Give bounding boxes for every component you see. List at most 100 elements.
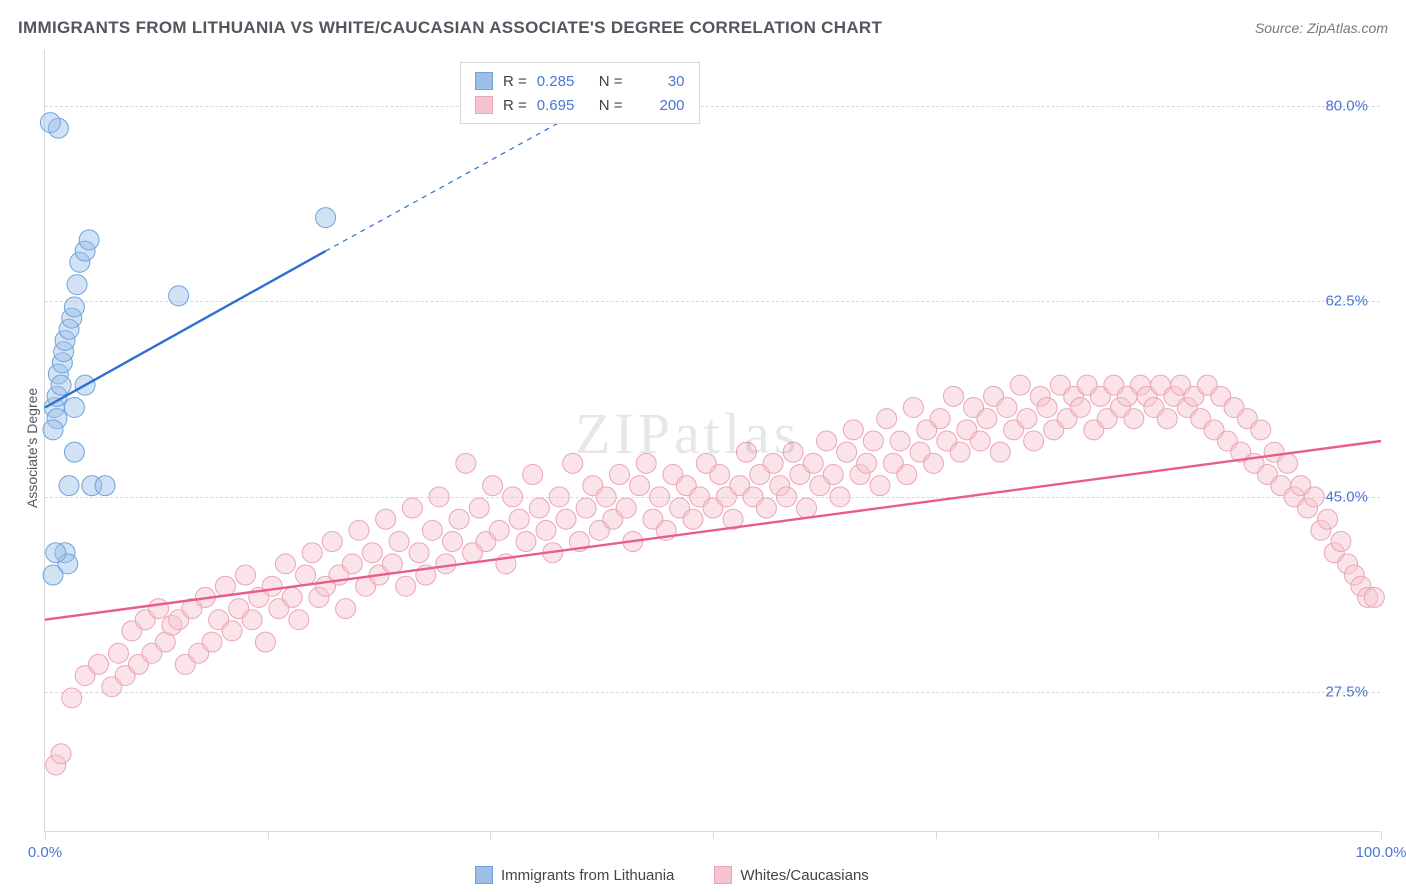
data-point	[64, 297, 84, 317]
chart-header: IMMIGRANTS FROM LITHUANIA VS WHITE/CAUCA…	[18, 18, 1388, 38]
data-point	[483, 476, 503, 496]
data-point	[149, 599, 169, 619]
data-point	[609, 465, 629, 485]
data-point	[756, 498, 776, 518]
data-point	[596, 487, 616, 507]
data-point	[556, 509, 576, 529]
data-point	[817, 431, 837, 451]
data-point	[429, 487, 449, 507]
data-point	[636, 453, 656, 473]
data-point	[710, 465, 730, 485]
data-point	[576, 498, 596, 518]
data-point	[43, 565, 63, 585]
chart-title: IMMIGRANTS FROM LITHUANIA VS WHITE/CAUCA…	[18, 18, 882, 38]
data-point	[536, 520, 556, 540]
data-point	[857, 453, 877, 473]
stat-n-label: N =	[599, 73, 623, 90]
data-point	[1037, 397, 1057, 417]
data-point	[235, 565, 255, 585]
data-point	[422, 520, 442, 540]
data-point	[970, 431, 990, 451]
stats-box: R =0.285N =30R =0.695N =200	[460, 62, 700, 124]
stat-r-value: 0.285	[537, 73, 589, 90]
data-point	[88, 654, 108, 674]
data-point	[943, 386, 963, 406]
data-point	[897, 465, 917, 485]
legend: Immigrants from Lithuania Whites/Caucasia…	[475, 866, 869, 884]
x-tick	[45, 831, 46, 839]
data-point	[630, 476, 650, 496]
data-point	[650, 487, 670, 507]
data-point	[930, 409, 950, 429]
data-point	[863, 431, 883, 451]
data-point	[64, 442, 84, 462]
data-point	[563, 453, 583, 473]
stat-r-label: R =	[503, 97, 527, 114]
data-point	[43, 420, 63, 440]
data-point	[923, 453, 943, 473]
data-point	[436, 554, 456, 574]
data-point	[376, 509, 396, 529]
data-point	[59, 476, 79, 496]
data-point	[51, 744, 71, 764]
data-point	[255, 632, 275, 652]
data-point	[783, 442, 803, 462]
data-point	[322, 532, 342, 552]
data-point	[316, 208, 336, 228]
x-tick	[1158, 831, 1159, 839]
data-point	[1070, 397, 1090, 417]
data-point	[997, 397, 1017, 417]
x-tick	[1381, 831, 1382, 839]
x-tick	[713, 831, 714, 839]
data-point	[683, 509, 703, 529]
stats-row: R =0.285N =30	[475, 69, 685, 93]
data-point	[950, 442, 970, 462]
data-point	[1277, 453, 1297, 473]
chart-source: Source: ZipAtlas.com	[1255, 20, 1388, 36]
data-point	[46, 543, 66, 563]
data-point	[736, 442, 756, 462]
data-point	[389, 532, 409, 552]
data-point	[843, 420, 863, 440]
data-point	[1017, 409, 1037, 429]
legend-label: Whites/Caucasians	[740, 867, 868, 884]
data-point	[242, 610, 262, 630]
trend-line	[45, 251, 326, 407]
data-point	[296, 565, 316, 585]
data-point	[349, 520, 369, 540]
data-point	[262, 576, 282, 596]
stat-r-label: R =	[503, 73, 527, 90]
legend-label: Immigrants from Lithuania	[501, 867, 674, 884]
data-point	[79, 230, 99, 250]
legend-item: Whites/Caucasians	[714, 866, 868, 884]
data-point	[797, 498, 817, 518]
stat-r-value: 0.695	[537, 97, 589, 114]
data-point	[616, 498, 636, 518]
data-point	[877, 409, 897, 429]
data-point	[1157, 409, 1177, 429]
stat-n-value: 200	[633, 97, 685, 114]
chart-svg	[45, 50, 1381, 832]
data-point	[837, 442, 857, 462]
data-point	[503, 487, 523, 507]
data-point	[456, 453, 476, 473]
data-point	[903, 397, 923, 417]
data-point	[40, 113, 60, 133]
data-point	[823, 465, 843, 485]
x-tick-label: 0.0%	[28, 844, 62, 861]
data-point	[509, 509, 529, 529]
legend-swatch-icon	[475, 96, 493, 114]
data-point	[215, 576, 235, 596]
data-point	[202, 632, 222, 652]
data-point	[523, 465, 543, 485]
legend-swatch-icon	[714, 866, 732, 884]
chart-plot-area: 27.5%45.0%62.5%80.0%0.0%100.0%	[44, 50, 1380, 832]
data-point	[302, 543, 322, 563]
legend-swatch-icon	[475, 866, 493, 884]
data-point	[362, 543, 382, 563]
data-point	[990, 442, 1010, 462]
data-point	[830, 487, 850, 507]
x-tick-label: 100.0%	[1356, 844, 1406, 861]
data-point	[549, 487, 569, 507]
data-point	[1124, 409, 1144, 429]
